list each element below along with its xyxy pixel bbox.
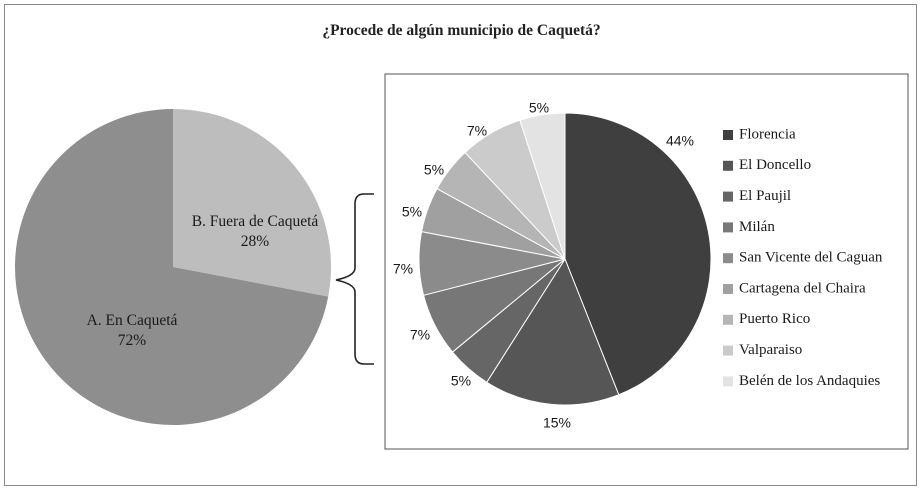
slice-a-en-caqueta (15, 109, 329, 426)
legend-label-florencia: Florencia (739, 126, 796, 142)
legend-swatch-puerto-rico (723, 314, 733, 325)
data-label-belen-de-los-andaquies: 5% (529, 100, 549, 116)
legend-label-el-paujil: El Paujil (739, 188, 791, 204)
data-label-valparaiso: 7% (467, 123, 487, 139)
legend-swatch-belen-de-los-andaquies (723, 376, 733, 387)
legend-swatch-el-paujil (723, 191, 733, 202)
right-pie: 44% 15% 5% 7% 7% 5% 5% 7% 5% (393, 100, 712, 431)
legend-swatch-valparaiso (723, 345, 733, 356)
legend-label-el-doncello: El Doncello (739, 157, 811, 173)
legend-swatch-milan (723, 222, 733, 233)
left-pie: B. Fuera de Caquetá 28% A. En Caquetá 72% (15, 109, 332, 426)
bracket (335, 193, 374, 365)
legend-label-valparaiso: Valparaiso (739, 342, 802, 358)
legend-label-cartagena-del-chaira: Cartagena del Chaira (739, 280, 866, 296)
legend-swatch-florencia (723, 130, 733, 140)
legend-label-milan: Milán (739, 219, 775, 235)
data-label-el-doncello: 15% (543, 415, 571, 431)
data-label-puerto-rico: 5% (424, 162, 444, 178)
slice-label: B. Fuera de Caquetá (192, 213, 319, 230)
slice-belen-de-los-andaquies (519, 112, 566, 260)
slice-el-doncello (486, 257, 620, 406)
legend-swatch-cartagena-del-chaira (723, 284, 733, 294)
slice-value-label: 72% (118, 332, 147, 349)
legend-swatch-el-doncello (723, 160, 733, 171)
data-label-milan: 7% (410, 327, 430, 343)
data-label-florencia: 44% (666, 133, 694, 149)
slice-florencia (564, 112, 712, 396)
legend-label-puerto-rico: Puerto Rico (739, 311, 810, 327)
slice-label: A. En Caquetá (87, 312, 178, 329)
slice-value-label: 28% (241, 233, 270, 250)
legend-swatch-san-vicente-del-caguan (723, 253, 733, 264)
slice-b-fuera-de-caqueta (173, 109, 332, 297)
legend: Florencia El Doncello El Paujil Milán San Vi… (723, 126, 883, 389)
data-label-el-paujil: 5% (451, 373, 471, 389)
chart-title: ¿Procede de algún municipio de Caquetá? (322, 22, 601, 39)
data-label-san-vicente-del-caguan: 7% (393, 261, 413, 277)
data-label-cartagena-del-chaira: 5% (402, 204, 422, 220)
legend-label-belen-de-los-andaquies: Belén de los Andaquies (739, 373, 880, 389)
right-panel-border (384, 73, 909, 450)
legend-label-san-vicente-del-caguan: San Vicente del Caguan (739, 250, 883, 266)
